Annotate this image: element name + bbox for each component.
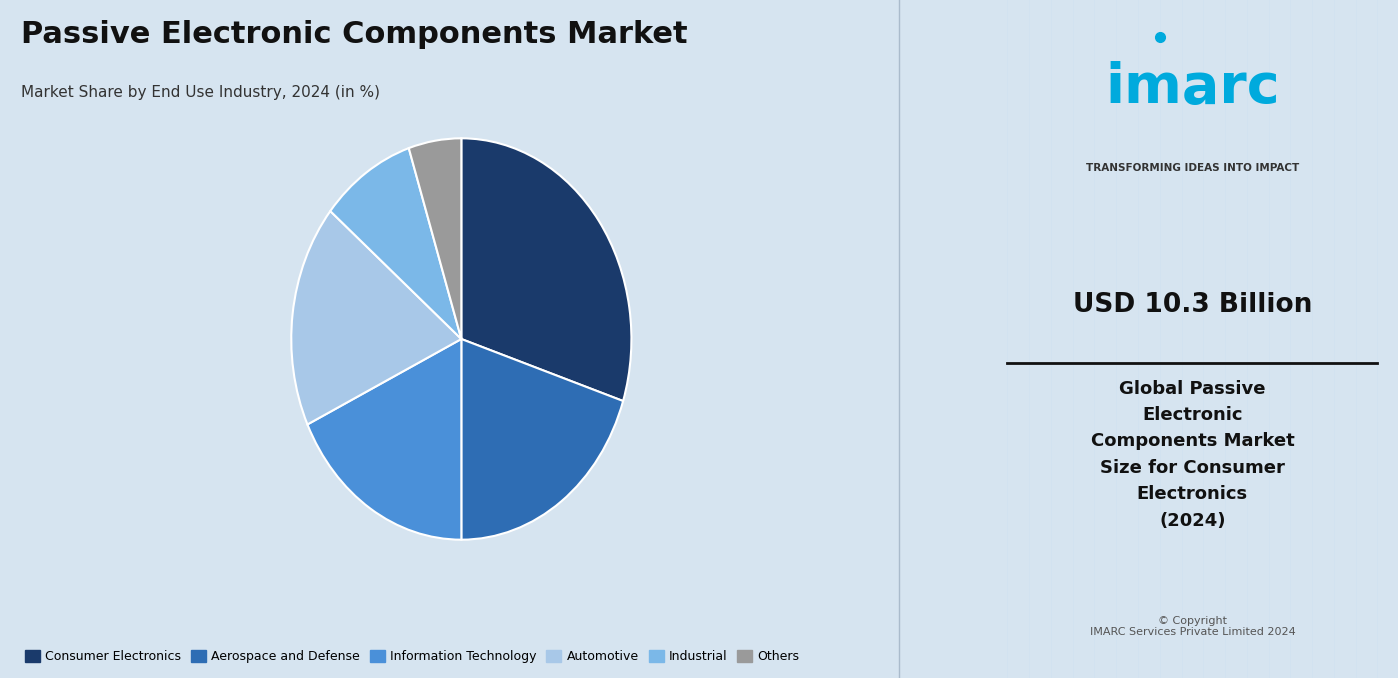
Text: TRANSFORMING IDEAS INTO IMPACT: TRANSFORMING IDEAS INTO IMPACT <box>1086 163 1299 173</box>
Wedge shape <box>291 211 461 424</box>
Text: Passive Electronic Components Market: Passive Electronic Components Market <box>21 20 688 49</box>
Text: © Copyright
IMARC Services Private Limited 2024: © Copyright IMARC Services Private Limit… <box>1089 616 1296 637</box>
Text: Market Share by End Use Industry, 2024 (in %): Market Share by End Use Industry, 2024 (… <box>21 85 380 100</box>
Text: imarc: imarc <box>1104 61 1279 115</box>
Wedge shape <box>330 148 461 339</box>
Text: USD 10.3 Billion: USD 10.3 Billion <box>1072 292 1313 317</box>
Wedge shape <box>408 138 461 339</box>
Wedge shape <box>308 339 461 540</box>
Wedge shape <box>461 138 632 401</box>
Legend: Consumer Electronics, Aerospace and Defense, Information Technology, Automotive,: Consumer Electronics, Aerospace and Defe… <box>20 645 804 669</box>
Wedge shape <box>461 339 624 540</box>
Text: Global Passive
Electronic
Components Market
Size for Consumer
Electronics
(2024): Global Passive Electronic Components Mar… <box>1090 380 1295 530</box>
